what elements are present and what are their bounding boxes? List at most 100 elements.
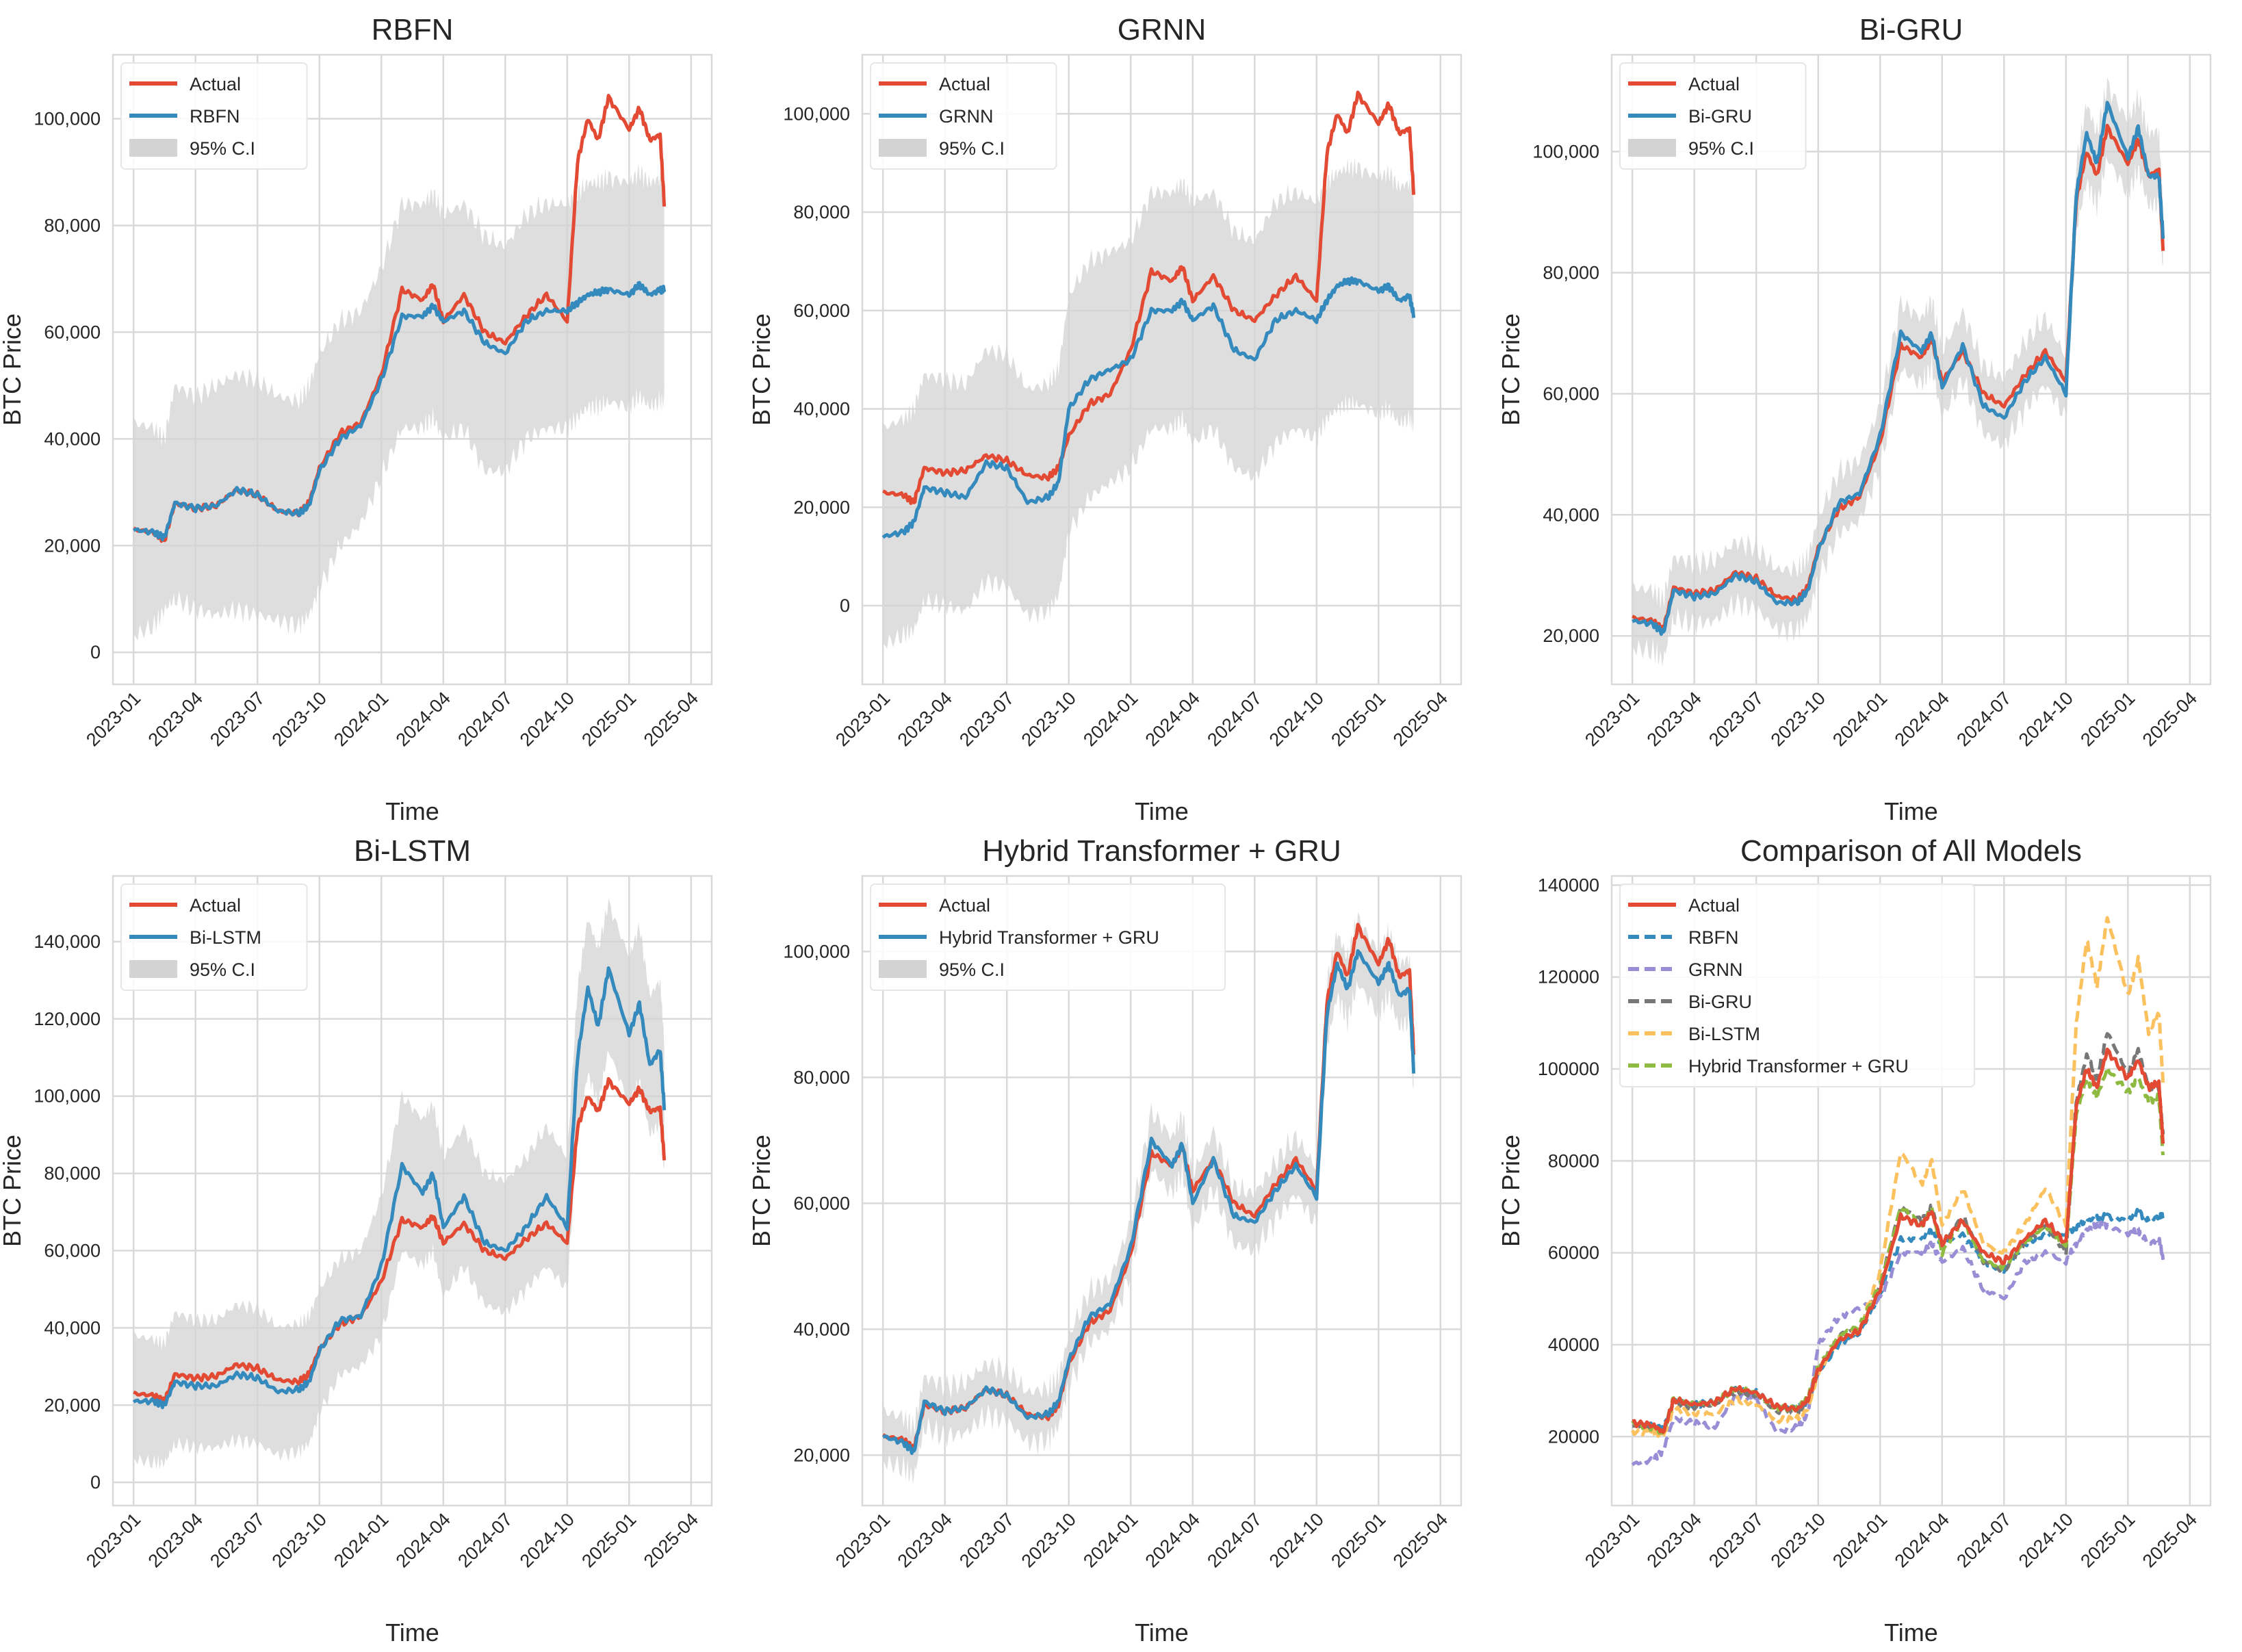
- x-tick-label: 2024-07: [1203, 688, 1265, 750]
- x-tick-label: 2025-01: [578, 1509, 640, 1571]
- y-tick-label: 20000: [1548, 1426, 1599, 1447]
- x-tick-label: 2023-01: [832, 1509, 894, 1571]
- x-tick-label: 2024-04: [392, 1509, 454, 1571]
- y-tick-label: 100000: [1538, 1059, 1599, 1079]
- x-tick-label: 2023-10: [1767, 688, 1829, 750]
- legend-label: RBFN: [1688, 927, 1739, 948]
- legend-box: [1619, 883, 1975, 1087]
- x-tick-label: 2023-04: [144, 1509, 207, 1571]
- y-tick-label: 40,000: [1543, 504, 1599, 525]
- y-tick-label: 0: [840, 595, 850, 616]
- ci-band: [1632, 77, 2163, 667]
- plot-frame: [861, 53, 1463, 686]
- legend-box: [870, 883, 1226, 991]
- x-tick-label: 2025-01: [2076, 688, 2139, 750]
- plot-frame: [112, 53, 713, 686]
- series-line-model: [1632, 101, 2165, 636]
- series-line-actual: [133, 1076, 667, 1405]
- y-tick-label: 40,000: [44, 428, 101, 449]
- legend-label: Bi-GRU: [1688, 106, 1752, 127]
- legend-label: GRNN: [939, 106, 994, 127]
- series-line-actual: [1632, 1047, 2165, 1434]
- x-tick-label: 2024-10: [516, 1509, 578, 1571]
- legend-label: Hybrid Transformer + GRU: [939, 927, 1159, 948]
- x-axis-label: Time: [385, 1618, 439, 1647]
- y-tick-label: 20,000: [793, 497, 850, 517]
- ci-band: [883, 912, 1414, 1484]
- x-tick-label: 2025-01: [1327, 688, 1389, 750]
- legend-swatch-ci: [879, 139, 927, 157]
- y-tick-label: 100,000: [783, 103, 850, 124]
- legend-label: Actual: [939, 895, 990, 916]
- legend-label: Bi-LSTM: [190, 927, 261, 948]
- x-tick-label: 2024-07: [1953, 688, 2015, 750]
- x-tick-label: 2025-04: [640, 688, 702, 750]
- x-tick-label: 2023-07: [206, 688, 268, 750]
- y-axis-label: BTC Price: [0, 1135, 26, 1247]
- x-tick-label: 2023-10: [268, 1509, 331, 1571]
- x-tick-label: 2024-01: [1829, 1509, 1891, 1571]
- x-tick-label: 2024-01: [1829, 688, 1891, 750]
- x-tick-label: 2023-01: [82, 1509, 144, 1571]
- plot-data: [881, 90, 1416, 649]
- x-tick-label: 2023-04: [1643, 688, 1705, 750]
- x-tick-label: 2023-04: [894, 1509, 956, 1571]
- y-tick-label: 100,000: [783, 941, 850, 961]
- legend-swatch-ci: [129, 139, 177, 157]
- x-tick-label: 2023-07: [1705, 688, 1767, 750]
- legend-label: Bi-LSTM: [1688, 1024, 1760, 1044]
- legend-label: Actual: [1688, 895, 1740, 916]
- y-tick-label: 60,000: [793, 1193, 850, 1213]
- y-tick-label: 40,000: [793, 399, 850, 420]
- plot-data: [133, 94, 667, 641]
- plot-frame: [861, 875, 1463, 1507]
- x-tick-label: 2023-07: [955, 1509, 1018, 1571]
- plot-frame: [1610, 53, 2212, 686]
- plot-data: [132, 898, 667, 1470]
- x-axis-label: Time: [1884, 797, 1938, 825]
- series-line-bilstm: [1630, 916, 2165, 1440]
- y-tick-label: 20,000: [44, 1395, 101, 1415]
- x-axis-label: Time: [1884, 1618, 1938, 1647]
- legend-label: 95% C.I: [939, 138, 1005, 159]
- legend-label: Bi-GRU: [1688, 992, 1752, 1012]
- chart-title: GRNN: [1118, 13, 1207, 47]
- x-tick-label: 2024-07: [1203, 1509, 1265, 1571]
- y-tick-label: 100,000: [34, 109, 101, 129]
- legend-label: Actual: [939, 74, 990, 94]
- y-tick-label: 20,000: [793, 1445, 850, 1465]
- x-tick-label: 2024-01: [1079, 1509, 1142, 1571]
- x-tick-label: 2024-04: [1142, 688, 1204, 750]
- x-tick-label: 2023-10: [1018, 1509, 1080, 1571]
- x-tick-label: 2024-04: [1891, 688, 1953, 750]
- y-tick-label: 20,000: [44, 535, 101, 556]
- y-tick-label: 40,000: [793, 1319, 850, 1339]
- x-tick-label: 2023-07: [1705, 1509, 1767, 1571]
- y-tick-label: 40,000: [44, 1317, 101, 1338]
- x-tick-label: 2025-01: [1327, 1509, 1389, 1571]
- y-tick-label: 120,000: [34, 1009, 101, 1029]
- panel-comparison: 20000 40000 60000 80000 100000 120000 140000 20…: [1497, 834, 2212, 1647]
- legend: Actual RBFN 95% C.I: [120, 62, 308, 170]
- chart-title: RBFN: [372, 13, 454, 47]
- plot-data: [882, 912, 1416, 1484]
- x-tick-label: 2024-10: [516, 688, 578, 750]
- plot-data: [1630, 916, 2165, 1467]
- legend-label: 95% C.I: [190, 138, 255, 159]
- x-axis-label: Time: [1135, 1618, 1189, 1647]
- ci-band: [883, 157, 1414, 649]
- x-tick-label: 2024-07: [454, 1509, 516, 1571]
- series-line-model: [881, 276, 1416, 539]
- legend-label: 95% C.I: [939, 959, 1005, 980]
- y-axis-label: BTC Price: [1497, 313, 1525, 426]
- chart-title: Comparison of All Models: [1740, 834, 2082, 868]
- x-tick-label: 2024-01: [1079, 688, 1142, 750]
- y-axis-label: BTC Price: [0, 313, 26, 426]
- legend-label: RBFN: [190, 106, 240, 127]
- x-tick-label: 2024-04: [1142, 1509, 1204, 1571]
- plot-frame: [112, 875, 713, 1507]
- series-line-model: [882, 949, 1416, 1456]
- x-tick-label: 2023-07: [955, 688, 1018, 750]
